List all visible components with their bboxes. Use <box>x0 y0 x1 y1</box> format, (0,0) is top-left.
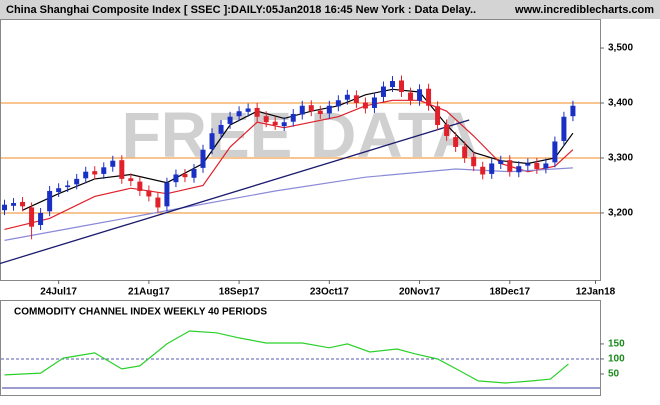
candle-body <box>471 156 477 167</box>
candle-body <box>453 137 459 147</box>
candle-body <box>281 122 287 127</box>
y-tick-label: 100 <box>608 354 625 365</box>
y-tick-label: 150 <box>608 339 625 350</box>
x-tick-label: 18Dec17 <box>489 287 530 298</box>
trend-line <box>0 119 470 265</box>
candle-body <box>389 81 395 88</box>
candle-body <box>290 113 296 122</box>
candle-body <box>263 116 269 123</box>
candle-body <box>173 174 179 183</box>
header-bar <box>0 0 660 19</box>
candle-body <box>399 80 405 93</box>
candle-body <box>11 203 17 206</box>
candle-body <box>326 105 332 114</box>
candle-body <box>444 124 450 136</box>
y-tick-label: 3,400 <box>608 98 633 109</box>
x-tick-label: 23Oct17 <box>310 287 349 298</box>
candle-body <box>83 171 89 179</box>
cci-panel <box>0 300 601 396</box>
candle-body <box>570 105 576 117</box>
candle-body <box>534 162 540 169</box>
candle-body <box>218 124 224 134</box>
candle-body <box>155 197 161 208</box>
candle-body <box>128 178 134 182</box>
candle-body <box>137 181 143 191</box>
candle-body <box>236 111 242 117</box>
candle-body <box>462 146 468 158</box>
candle-body <box>426 88 432 106</box>
candle-body <box>191 168 197 178</box>
candle-body <box>561 116 567 141</box>
candle-body <box>417 89 423 101</box>
candle-body <box>146 190 152 197</box>
candle-body <box>254 107 260 117</box>
candle-body <box>92 171 98 175</box>
candle-body <box>371 97 377 108</box>
candle-body <box>164 182 170 207</box>
candle-body <box>47 190 53 212</box>
cci-title: COMMODITY CHANNEL INDEX WEEKLY 40 PERIOD… <box>14 307 267 318</box>
candle-body <box>38 212 44 226</box>
candle-body <box>353 95 359 104</box>
candle-body <box>245 108 251 112</box>
candle-body <box>119 160 125 179</box>
y-tick-label: 3,300 <box>608 153 633 164</box>
candle-body <box>308 105 314 112</box>
candle-body <box>20 201 26 207</box>
x-tick-label: 18Sep17 <box>219 287 260 298</box>
candle-body <box>101 167 107 174</box>
moving-average <box>4 99 574 230</box>
candle-body <box>65 185 71 188</box>
y-tick-label: 3,500 <box>608 43 633 54</box>
candle-body <box>317 110 323 114</box>
candle-body <box>489 163 495 174</box>
candle-body <box>2 204 8 211</box>
candle-body <box>56 188 62 193</box>
candle-body <box>552 141 558 163</box>
candle-body <box>200 149 206 168</box>
y-tick-label: 50 <box>608 369 620 380</box>
candle-body <box>408 92 414 101</box>
candle-body <box>272 121 278 125</box>
candle-body <box>480 166 486 175</box>
candle-body <box>525 163 531 166</box>
moving-average <box>4 167 573 241</box>
source: www.incrediblecharts.com <box>514 4 654 16</box>
chart-title: China Shanghai Composite Index [ SSEC ]:… <box>6 4 476 16</box>
candle-body <box>299 105 305 115</box>
candle-body <box>182 173 188 178</box>
x-tick-label: 20Nov17 <box>399 287 441 298</box>
x-tick-label: 21Aug17 <box>128 287 170 298</box>
candle-body <box>335 100 341 107</box>
cci-line <box>4 330 569 384</box>
candle-body <box>227 116 233 124</box>
x-tick-label: 12Jan18 <box>576 287 616 298</box>
y-tick-label: 3,200 <box>608 208 633 219</box>
candle-body <box>362 102 368 109</box>
candle-body <box>209 133 215 150</box>
candle-body <box>543 163 549 169</box>
candle-body <box>516 166 522 173</box>
candle-body <box>344 94 350 100</box>
candle-body <box>380 86 386 97</box>
x-tick-label: 24Jul17 <box>40 287 77 298</box>
candle-body <box>435 106 441 125</box>
candle-body <box>29 207 35 227</box>
plot-area <box>0 19 601 281</box>
candle-body <box>74 178 80 185</box>
candle-body <box>507 160 513 172</box>
candle-body <box>110 160 116 167</box>
candle-body <box>498 160 504 165</box>
